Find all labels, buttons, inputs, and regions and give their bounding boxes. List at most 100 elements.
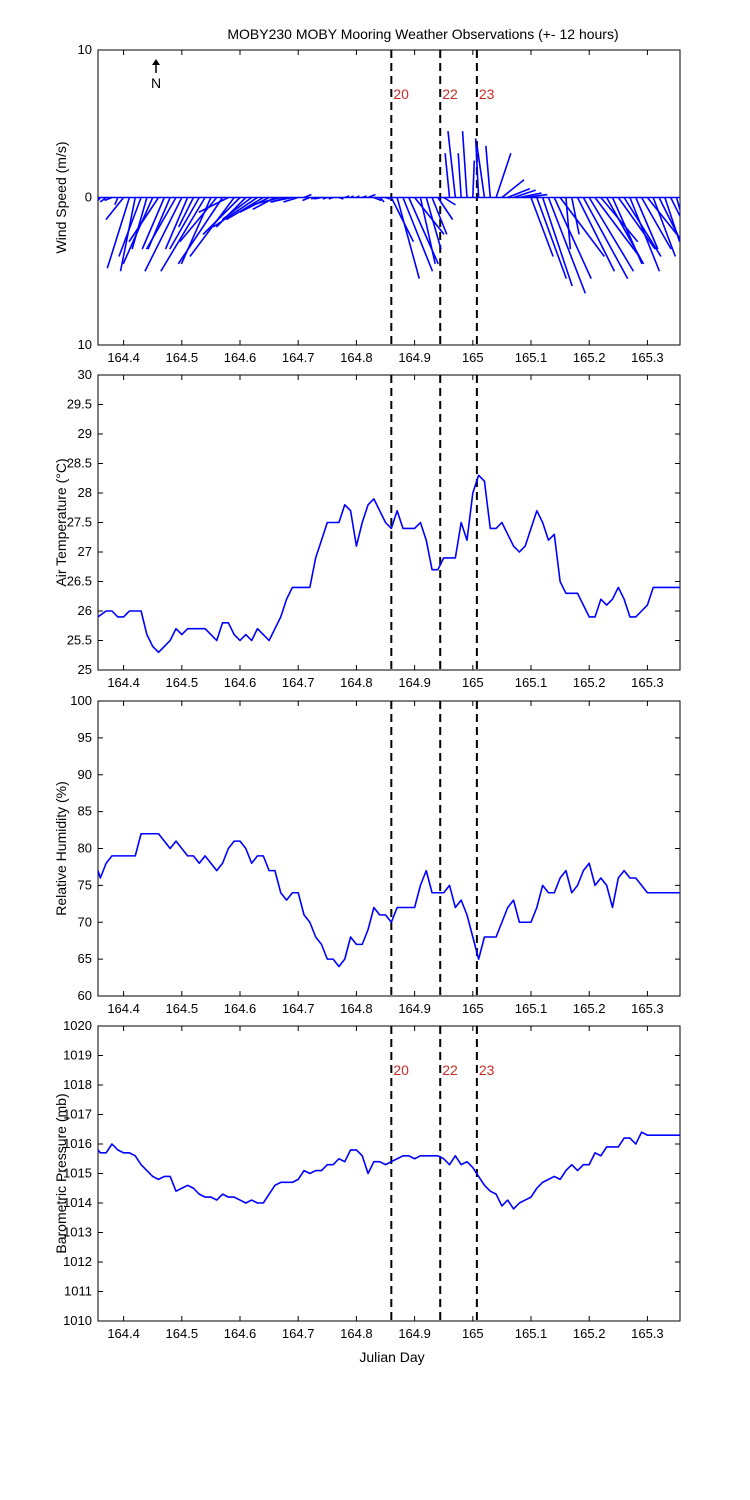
wind-stick — [541, 197, 573, 287]
x-tick-label: 164.4 — [107, 1001, 140, 1016]
x-tick-label: 164.7 — [282, 1001, 315, 1016]
y-tick-label: 27 — [78, 544, 92, 559]
y-tick-label: 100 — [70, 693, 92, 708]
wind-stick — [425, 197, 442, 250]
x-tick-label: 164.6 — [224, 1001, 257, 1016]
wind-stick — [189, 197, 235, 257]
wind-stick — [570, 197, 580, 235]
x-tick-label: 164.4 — [107, 350, 140, 365]
x-tick-label: 165.1 — [515, 350, 548, 365]
wind-stick — [385, 196, 391, 200]
wind-stick — [495, 152, 512, 198]
data-layer — [98, 1131, 680, 1210]
wind-stick — [106, 197, 131, 269]
wind-stick — [525, 193, 548, 199]
wind-stick — [141, 197, 166, 250]
wind-stick — [431, 197, 448, 235]
series-line — [98, 1131, 680, 1210]
y-tick-label: 25.5 — [67, 633, 92, 648]
event-marker-label: 22 — [442, 1062, 458, 1078]
wind-stick — [513, 189, 536, 199]
wind-stick — [447, 131, 457, 198]
x-tick-label: 164.4 — [107, 675, 140, 690]
wind-stick — [646, 197, 678, 235]
wind-stick — [338, 196, 344, 200]
wind-stick — [122, 197, 154, 265]
figure-title: MOBY230 MOBY Mooring Weather Observation… — [227, 26, 618, 42]
wind-stick — [675, 197, 680, 213]
x-tick-label: 165.2 — [573, 675, 606, 690]
wind-stick — [536, 197, 568, 279]
y-tick-label: 1010 — [63, 1313, 92, 1328]
y-tick-label: 10 — [78, 42, 92, 57]
wind-stick — [131, 197, 148, 250]
y-tick-label: 90 — [78, 767, 92, 782]
wind-stick — [177, 197, 224, 265]
x-tick-label: 165 — [462, 1326, 484, 1341]
x-tick-label: 165.1 — [515, 1001, 548, 1016]
y-tick-label: 1012 — [63, 1254, 92, 1269]
y-tick-label: 75 — [78, 877, 92, 892]
wind-stick — [594, 197, 640, 257]
x-axis-label: Julian Day — [359, 1349, 424, 1365]
wind-stick — [350, 195, 354, 199]
wind-stick — [367, 193, 376, 199]
wind-stick — [104, 196, 113, 202]
y-tick-label: 27.5 — [67, 515, 92, 530]
x-tick-label: 165.3 — [631, 350, 664, 365]
wind-stick — [652, 197, 677, 257]
y-tick-label: 85 — [78, 804, 92, 819]
x-tick-label: 164.7 — [282, 675, 315, 690]
wind-stick — [302, 196, 311, 202]
wind-stick — [344, 195, 350, 199]
wind-stick — [443, 196, 456, 206]
y-tick-label: 1014 — [63, 1195, 92, 1210]
wind-stick — [251, 196, 281, 206]
wind-stick — [444, 153, 451, 198]
plot-frame — [97, 1025, 681, 1322]
wind-stick — [507, 187, 531, 199]
wind-stick — [179, 196, 218, 243]
north-indicator: N — [151, 59, 161, 91]
wind-stick — [565, 197, 572, 250]
y-tick-label: 26.5 — [67, 574, 92, 589]
y-tick-label: 1013 — [63, 1225, 92, 1240]
wind-stick — [270, 196, 293, 203]
wind-stick — [169, 197, 200, 250]
panel-humidity: 164.4 164.5 164.6 164.7 164.8 164.9 165 165.1 16… — [53, 693, 681, 1016]
wind-stick — [164, 197, 189, 250]
north-label: N — [151, 75, 161, 91]
wind-stick — [519, 192, 542, 199]
x-tick-label: 164.6 — [224, 1326, 257, 1341]
wind-stick — [198, 196, 229, 213]
wind-stick — [310, 196, 316, 200]
wind-stick — [547, 197, 587, 294]
wind-stick — [461, 131, 468, 198]
wind-stick — [212, 196, 258, 228]
x-tick-label: 165.2 — [573, 1001, 606, 1016]
y-tick-label: 65 — [78, 951, 92, 966]
wind-stick — [226, 196, 264, 221]
wind-stick — [144, 197, 183, 272]
x-tick-label: 165 — [462, 350, 484, 365]
event-marker-label: 22 — [442, 86, 458, 102]
y-tick-label: 1016 — [63, 1136, 92, 1151]
x-tick-label: 165.2 — [573, 350, 606, 365]
x-tick-label: 164.6 — [224, 350, 257, 365]
wind-stick — [472, 160, 476, 198]
x-tick-label: 164.9 — [398, 350, 431, 365]
x-tick-label: 164.5 — [166, 350, 199, 365]
x-tick-label: 165 — [462, 675, 484, 690]
chart-panels: 164.4 164.5 164.6 164.7 164.8 164.9 165 165.1 16… — [53, 42, 681, 1341]
x-tick-label: 165.3 — [631, 1001, 664, 1016]
y-tick-label: 1020 — [63, 1018, 92, 1033]
x-tick-label: 164.5 — [166, 1001, 199, 1016]
x-tick-label: 165.3 — [631, 1326, 664, 1341]
wind-stick — [485, 145, 492, 198]
event-marker-label: 20 — [393, 86, 409, 102]
x-tick-label: 164.8 — [340, 350, 373, 365]
wind-stick — [283, 196, 299, 203]
x-tick-label: 165.1 — [515, 1326, 548, 1341]
wind-stick — [402, 197, 434, 272]
